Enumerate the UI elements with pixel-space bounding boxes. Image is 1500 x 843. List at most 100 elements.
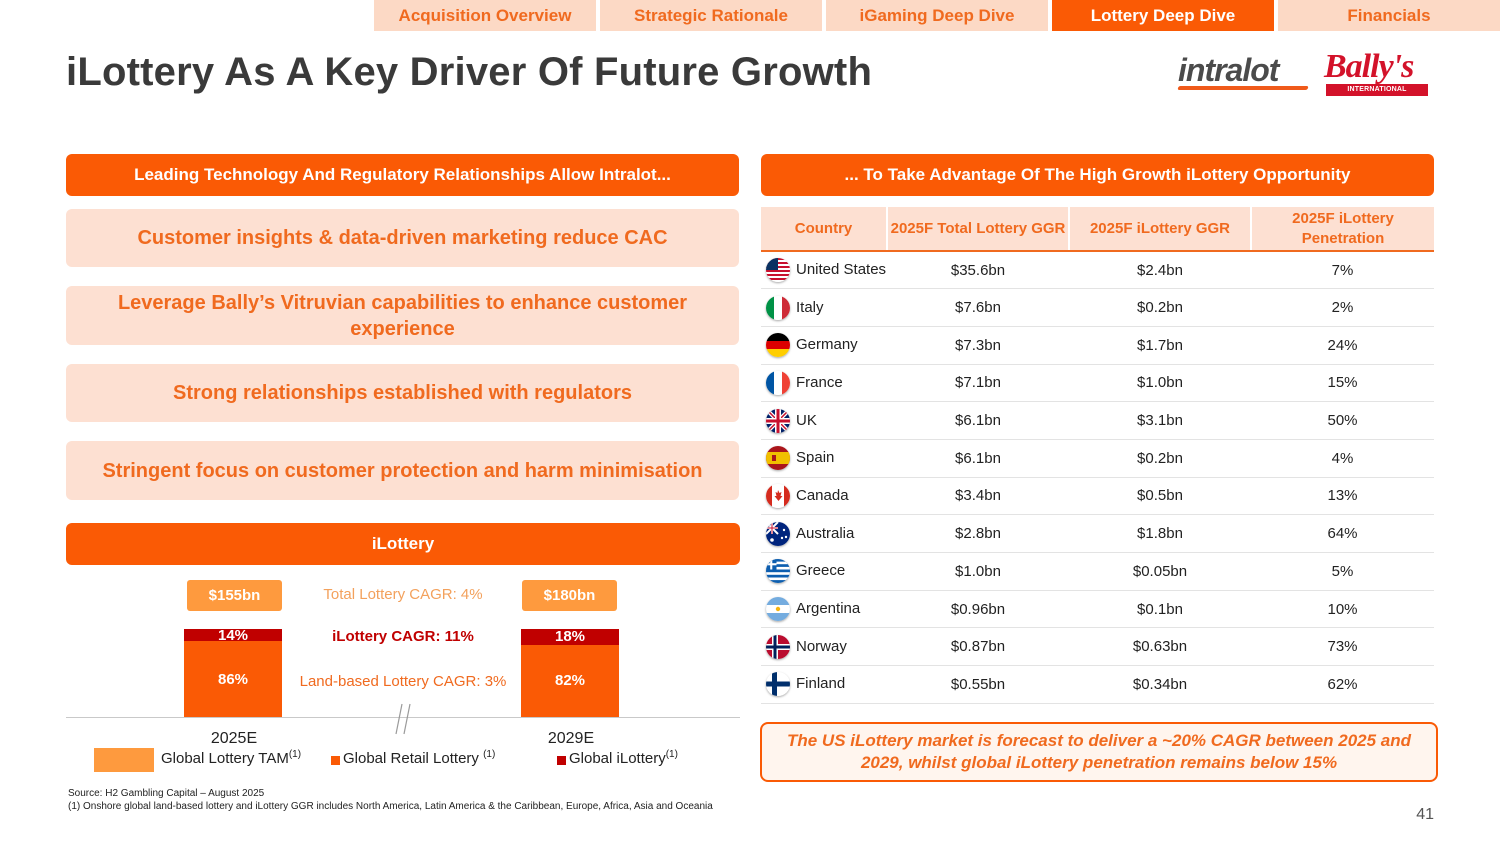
country-ggr-table: Country 2025F Total Lottery GGR 2025F iL… <box>761 207 1434 704</box>
cell-country: Australia <box>761 514 887 553</box>
total-label-2029: $180bn <box>522 580 617 611</box>
legend-label-retail: Global Retail Lottery <box>343 750 479 767</box>
total-label-2025: $155bn <box>187 580 282 611</box>
table-row: Germany $7.3bn $1.7bn 24% <box>761 326 1434 365</box>
us-flag-icon <box>766 258 790 283</box>
legend-label-tam: Global Lottery TAM <box>161 750 289 767</box>
legend-swatch-retail <box>331 756 340 765</box>
cell-ilottery-ggr: $1.7bn <box>1069 326 1251 365</box>
legend-item-tam: Global Lottery TAM(1) <box>161 749 301 767</box>
country-name: Italy <box>796 298 824 316</box>
country-name: Germany <box>796 336 858 354</box>
cell-total-ggr: $7.3bn <box>887 326 1069 365</box>
tab-acquisition-overview[interactable]: Acquisition Overview <box>374 0 596 31</box>
table-row: United States $35.6bn $2.4bn 7% <box>761 251 1434 290</box>
left-header-bar: Leading Technology And Regulatory Relati… <box>66 154 739 196</box>
cell-ilottery-ggr: $0.5bn <box>1069 477 1251 516</box>
landbased-cagr-annotation: Land-based Lottery CAGR: 3% <box>299 673 507 690</box>
cell-penetration: 4% <box>1251 439 1434 478</box>
chart-legend: Global Lottery TAM(1) Global Retail Lott… <box>66 746 740 776</box>
cell-country: Argentina <box>761 590 887 629</box>
ballys-logo: Bally's INTERNATIONAL INTERACTIVE <box>1324 48 1430 105</box>
col-total-ggr: 2025F Total Lottery GGR <box>886 207 1069 252</box>
france-flag-icon <box>766 370 790 395</box>
cell-penetration: 73% <box>1251 627 1434 667</box>
cell-country: Spain <box>761 439 887 478</box>
col-country: Country <box>761 207 887 252</box>
tab-financials[interactable]: Financials <box>1278 0 1500 31</box>
table-header-row: Country 2025F Total Lottery GGR 2025F iL… <box>761 207 1434 252</box>
ballys-logo-text: Bally's <box>1324 48 1414 85</box>
legend-swatch-tam <box>94 748 154 772</box>
cell-country: Canada <box>761 477 887 516</box>
australia-flag-icon <box>766 521 790 546</box>
bar-2029-ilottery: 18% <box>521 628 619 645</box>
tab-lottery-deep-dive[interactable]: Lottery Deep Dive <box>1052 0 1274 31</box>
chart-baseline <box>66 717 740 718</box>
point-regulators: Strong relationships established with re… <box>66 364 739 422</box>
page-number: 41 <box>1416 806 1434 823</box>
country-name: Spain <box>796 449 835 467</box>
country-name: France <box>796 373 843 391</box>
x-label-2029: 2029E <box>547 730 595 747</box>
cell-total-ggr: $0.96bn <box>887 590 1069 629</box>
italy-flag-icon <box>766 295 790 320</box>
country-name: Finland <box>796 675 846 693</box>
cell-total-ggr: $35.6bn <box>887 251 1069 290</box>
legend-note-retail: (1) <box>483 749 496 760</box>
right-header-bar: ... To Take Advantage Of The High Growth… <box>761 154 1434 196</box>
legend-swatch-ilottery <box>557 756 566 765</box>
table-row: Italy $7.6bn $0.2bn 2% <box>761 288 1434 327</box>
cell-ilottery-ggr: $0.05bn <box>1069 552 1251 591</box>
cell-country: Finland <box>761 665 887 704</box>
table-row: Argentina $0.96bn $0.1bn 10% <box>761 590 1434 629</box>
cell-country: Germany <box>761 326 887 365</box>
cell-country: UK <box>761 401 887 440</box>
cell-total-ggr: $3.4bn <box>887 477 1069 516</box>
cell-ilottery-ggr: $1.8bn <box>1069 514 1251 553</box>
table-row: Spain $6.1bn $0.2bn 4% <box>761 439 1434 478</box>
ballys-logo-subtitle: INTERNATIONAL INTERACTIVE <box>1326 84 1428 105</box>
legend-label-ilottery: Global iLottery <box>569 750 666 767</box>
bar-2029-retail-label: 82% <box>554 672 586 690</box>
tab-igaming-deep-dive[interactable]: iGaming Deep Dive <box>826 0 1048 31</box>
ilottery-stacked-bar-chart: $155bn $180bn 14% 86% 18% 82% Total Lott… <box>66 572 740 772</box>
cell-total-ggr: $6.1bn <box>887 401 1069 440</box>
cell-ilottery-ggr: $0.2bn <box>1069 439 1251 478</box>
country-name: Argentina <box>796 600 861 617</box>
cell-penetration: 10% <box>1251 590 1434 629</box>
intralot-logo: intralot <box>1177 52 1316 94</box>
greece-flag-icon <box>766 559 790 584</box>
legend-item-retail: Global Retail Lottery (1) <box>343 749 495 767</box>
cell-ilottery-ggr: $0.1bn <box>1069 590 1251 629</box>
intralot-swoosh-icon <box>1177 86 1309 90</box>
top-nav-tabs: Acquisition Overview Strategic Rationale… <box>374 0 1500 31</box>
germany-flag-icon <box>766 333 790 358</box>
finland-flag-icon <box>766 672 790 697</box>
table-row: Finland $0.55bn $0.34bn 62% <box>761 665 1434 704</box>
cell-total-ggr: $7.1bn <box>887 364 1069 403</box>
point-customer-protection: Stringent focus on customer protection a… <box>66 441 739 500</box>
spain-flag-icon <box>766 446 790 471</box>
legend-item-ilottery: Global iLottery(1) <box>569 749 678 767</box>
cell-country: Norway <box>761 627 887 667</box>
norway-flag-icon <box>766 634 790 659</box>
footnote-1: (1) Onshore global land-based lottery an… <box>68 801 713 812</box>
cell-penetration: 15% <box>1251 364 1434 403</box>
canada-flag-icon <box>766 483 790 508</box>
table-row: Greece $1.0bn $0.05bn 5% <box>761 552 1434 591</box>
bar-2025-retail-label: 86% <box>217 670 249 688</box>
intralot-logo-text: intralot <box>1178 52 1279 88</box>
source-line: Source: H2 Gambling Capital – August 202… <box>68 788 265 799</box>
us-ilottery-callout: The US iLottery market is forecast to de… <box>760 722 1438 782</box>
tab-strategic-rationale[interactable]: Strategic Rationale <box>600 0 822 31</box>
cell-penetration: 62% <box>1251 665 1434 704</box>
cell-country: Italy <box>761 288 887 327</box>
cell-country: Greece <box>761 552 887 591</box>
bar-2025-ilottery: 14% <box>184 627 282 644</box>
cell-total-ggr: $0.87bn <box>887 627 1069 667</box>
cell-ilottery-ggr: $0.63bn <box>1069 627 1251 667</box>
table-row: Canada $3.4bn $0.5bn 13% <box>761 477 1434 516</box>
country-name: UK <box>796 411 817 429</box>
cell-ilottery-ggr: $0.34bn <box>1069 665 1251 704</box>
